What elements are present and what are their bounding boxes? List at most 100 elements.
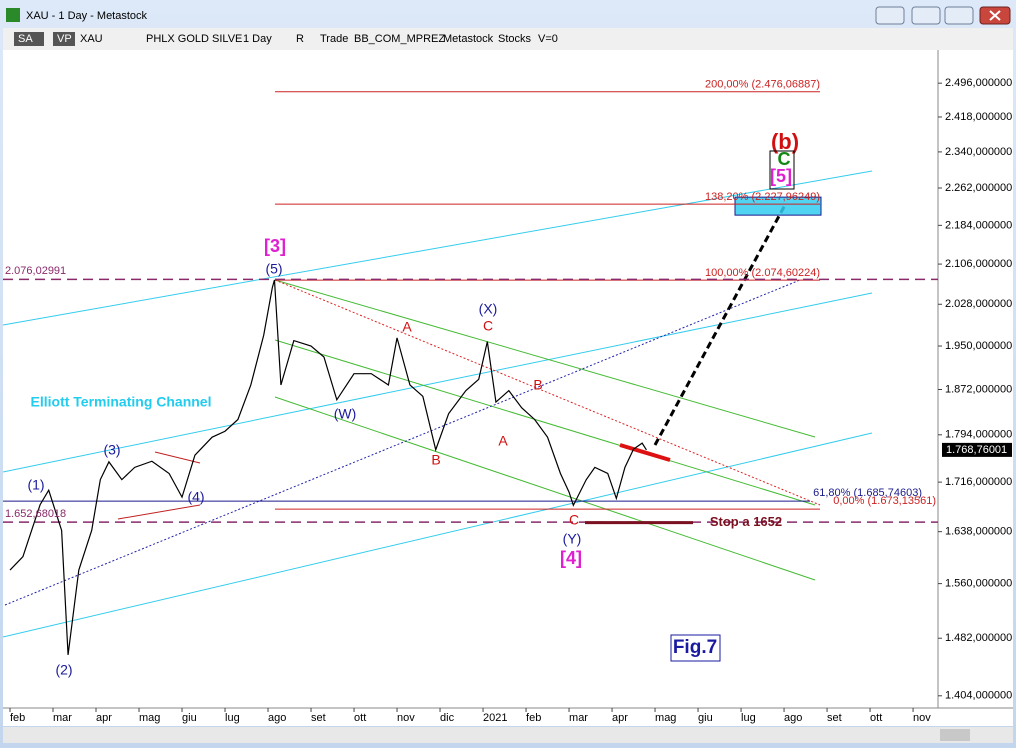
wave-label: (Y) xyxy=(563,531,582,547)
y-tick-label: 2.028,000000 xyxy=(945,298,1012,310)
level-label: 2.076,02991 xyxy=(5,265,66,277)
toolbar-item[interactable]: SA xyxy=(18,33,33,45)
x-tick-label: nov xyxy=(913,712,931,724)
wave-label: C xyxy=(569,512,579,528)
y-tick-label: 1.794,000000 xyxy=(945,429,1012,441)
time-axis xyxy=(3,708,1013,726)
x-tick-label: set xyxy=(827,712,842,724)
figure-box xyxy=(670,634,721,662)
channel-line xyxy=(2,170,873,326)
y-tick-label: 1.716,000000 xyxy=(945,476,1012,488)
projection-line xyxy=(653,204,787,446)
toolbar-item[interactable]: V=0 xyxy=(538,33,558,45)
figure-label: Fig.7 xyxy=(673,637,717,658)
channel-line xyxy=(274,396,816,581)
toolbar xyxy=(3,28,1013,50)
x-tick-label: apr xyxy=(612,712,628,724)
x-tick-label: apr xyxy=(96,712,112,724)
wave-label: (W) xyxy=(334,406,357,422)
x-tick-label: ott xyxy=(354,712,366,724)
wave-label: (X) xyxy=(479,301,498,317)
wave-label: (3) xyxy=(103,442,120,458)
toolbar-item[interactable]: Metastock xyxy=(443,33,494,45)
maximize-button[interactable] xyxy=(944,6,974,25)
target-zone xyxy=(734,196,822,216)
last-value-label: 1.768,76001 xyxy=(946,444,1007,456)
y-tick-label: 1.404,000000 xyxy=(945,690,1012,702)
x-tick-label: lug xyxy=(741,712,756,724)
level-label: 200,00% (2.476,06887) xyxy=(705,79,820,91)
toolbar-item[interactable]: XAU xyxy=(80,33,103,45)
wave-label: A xyxy=(498,433,508,449)
level-label: 61,80% (1.685,74603) xyxy=(813,487,922,499)
y-tick-label: 2.106,000000 xyxy=(945,258,1012,270)
wave-label: C xyxy=(778,149,791,169)
level-label: 1.652,68018 xyxy=(5,508,66,520)
toolbar-box xyxy=(14,32,44,46)
x-tick-label: feb xyxy=(526,712,541,724)
wave-label: [4] xyxy=(560,548,582,568)
x-tick-label: ott xyxy=(870,712,882,724)
wave-label: A xyxy=(402,319,412,335)
y-tick-label: 1.482,000000 xyxy=(945,632,1012,644)
app-icon xyxy=(6,8,20,22)
toolbar-item[interactable]: BB_COM_MPREZ xyxy=(354,33,445,45)
channel-label: Elliott Terminating Channel xyxy=(31,394,212,410)
trend-line xyxy=(4,279,801,606)
x-tick-label: 2021 xyxy=(483,712,507,724)
y-tick-label: 2.418,000000 xyxy=(945,111,1012,123)
wave-label: C xyxy=(483,318,493,334)
wave-label: (2) xyxy=(55,662,72,678)
toolbar-item[interactable]: Stocks xyxy=(498,33,532,45)
toolbar-box xyxy=(53,32,75,46)
level-label: 138,20% (2.227,96249) xyxy=(705,191,820,203)
toolbar-item[interactable]: VP xyxy=(57,33,72,45)
y-tick-label: 1.950,000000 xyxy=(945,340,1012,352)
window-buttons[interactable] xyxy=(875,6,1011,25)
x-tick-label: giu xyxy=(182,712,197,724)
restore-button[interactable] xyxy=(875,6,905,25)
y-tick-label: 1.872,000000 xyxy=(945,383,1012,395)
toolbar-items: SA VP XAU PHLX GOLD SILVE 1 Day R Trade BB_COM_… xyxy=(14,32,558,46)
x-tick-label: nov xyxy=(397,712,415,724)
x-tick-label: set xyxy=(311,712,326,724)
toolbar-item[interactable]: R xyxy=(296,33,304,45)
last-value-box xyxy=(942,442,1012,457)
x-tick-label: mag xyxy=(655,712,676,724)
wave-label: [3] xyxy=(264,236,286,256)
price-axis xyxy=(938,50,1013,708)
channel-line xyxy=(2,292,873,473)
toolbar-item[interactable]: Trade xyxy=(320,33,348,45)
level-label: Stop a 1652 xyxy=(710,514,782,529)
y-tick-label: 1.638,000000 xyxy=(945,526,1012,538)
x-tick-label: ago xyxy=(268,712,286,724)
triangle-line xyxy=(117,504,201,520)
y-tick-label: 1.560,000000 xyxy=(945,578,1012,590)
x-tick-label: mar xyxy=(53,712,72,724)
x-tick-label: mag xyxy=(139,712,160,724)
scroll-thumb[interactable] xyxy=(940,729,970,741)
label-box xyxy=(769,150,795,190)
channel-line xyxy=(274,279,816,438)
channel-line xyxy=(274,339,816,506)
close-icon xyxy=(989,10,1001,21)
x-tick-label: feb xyxy=(10,712,25,724)
toolbar-item[interactable]: PHLX GOLD SILVE xyxy=(146,33,242,45)
plot-area xyxy=(3,50,938,708)
price-line xyxy=(9,279,647,655)
wave-label: (b) xyxy=(771,129,799,154)
window-title: XAU - 1 Day - Metastock xyxy=(26,10,148,22)
x-tick-label: ago xyxy=(784,712,802,724)
scrollbar[interactable] xyxy=(3,727,1013,743)
minimize-button[interactable] xyxy=(911,6,941,25)
x-tick-label: mar xyxy=(569,712,588,724)
y-tick-label: 2.184,000000 xyxy=(945,219,1012,231)
trendlines xyxy=(2,170,873,638)
wave-label: (4) xyxy=(187,489,204,505)
wave-label: B xyxy=(431,452,440,468)
wave-label: B xyxy=(533,377,542,393)
wave-label: (5) xyxy=(265,261,282,277)
y-tick-label: 2.262,000000 xyxy=(945,182,1012,194)
breakout-line xyxy=(619,443,671,462)
toolbar-item[interactable]: 1 Day xyxy=(243,33,272,45)
